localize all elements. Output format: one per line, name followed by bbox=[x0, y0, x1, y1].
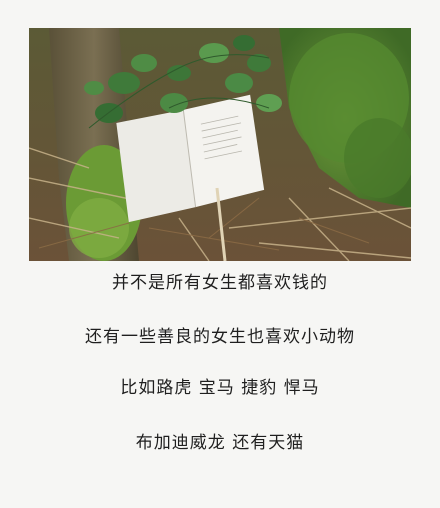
open-book bbox=[116, 94, 265, 223]
forest-book-illustration bbox=[29, 28, 411, 261]
caption-line-2: 还有一些善良的女生也喜欢小动物 bbox=[85, 327, 355, 347]
caption-line-4: 布加迪威龙 还有天猫 bbox=[135, 433, 305, 453]
ivy-leaves bbox=[84, 35, 282, 123]
forest-book-photo bbox=[29, 28, 411, 261]
caption-line-1: 并不是所有女生都喜欢钱的 bbox=[112, 273, 328, 293]
caption-line-3: 比如路虎 宝马 捷豹 悍马 bbox=[120, 378, 320, 398]
